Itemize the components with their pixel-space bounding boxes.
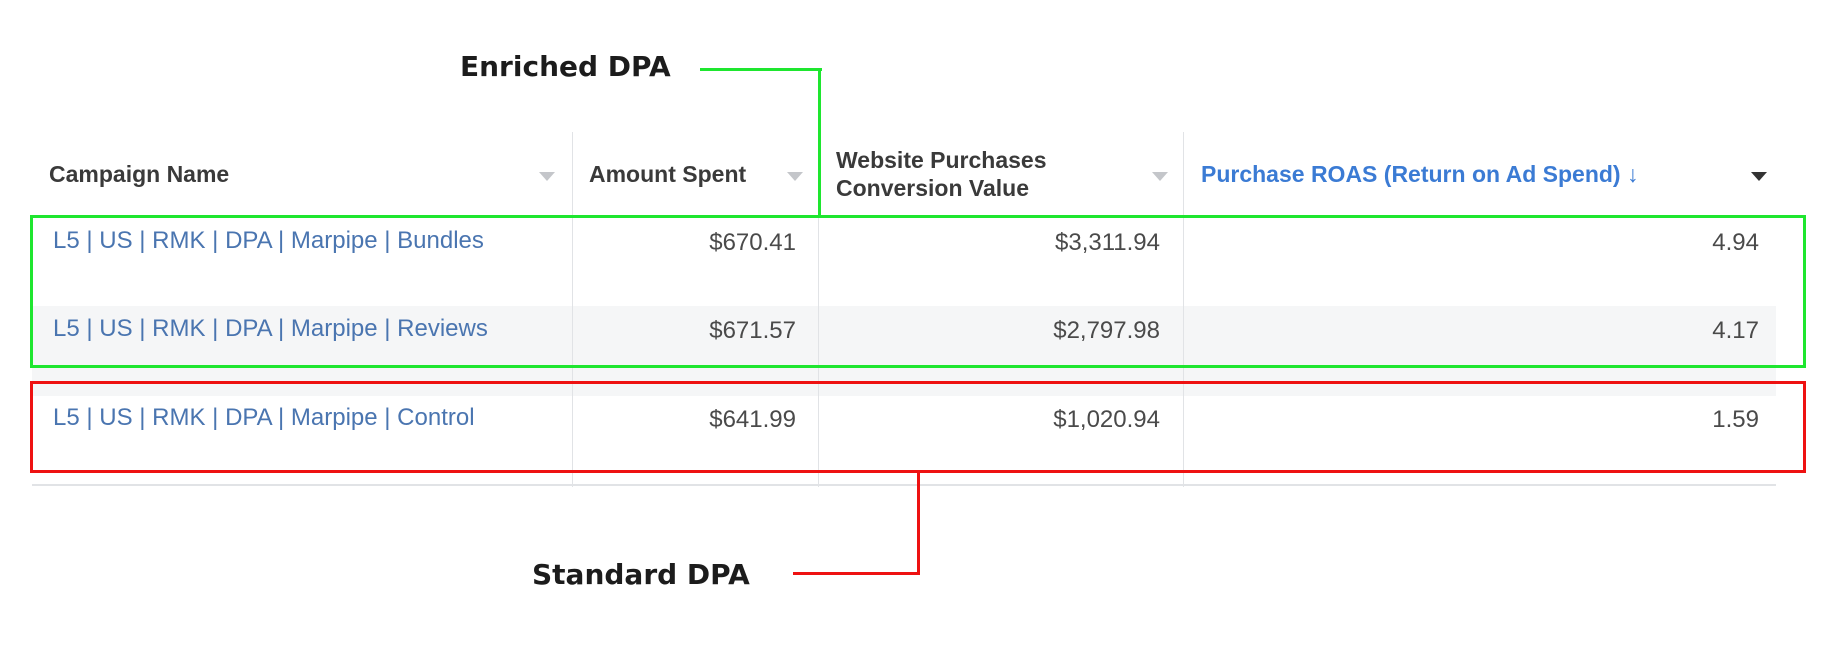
sort-caret-icon[interactable]: [539, 172, 555, 181]
column-header-label: Amount Spent: [589, 161, 747, 187]
table-bottom-border: [32, 484, 1776, 486]
header-line: Conversion Value: [836, 175, 1030, 201]
campaign-link[interactable]: L5 | US | RMK | DPA | Marpipe | Control: [53, 404, 475, 431]
conversion-value: $2,797.98: [1053, 317, 1160, 344]
column-header-conversion-value[interactable]: Website Purchases Conversion Value: [836, 132, 1180, 216]
sort-caret-icon[interactable]: [787, 172, 803, 181]
column-divider: [818, 132, 819, 487]
amount-spent-value: $671.57: [709, 317, 796, 344]
row-background-bundles: [32, 216, 1776, 306]
enriched-dpa-label: Enriched DPA: [460, 50, 671, 83]
column-divider: [1183, 132, 1184, 487]
column-header-amount-spent[interactable]: Amount Spent: [589, 132, 815, 216]
column-divider: [572, 132, 573, 487]
roas-value: 4.17: [1712, 317, 1759, 344]
enriched-connector-horizontal: [700, 68, 822, 71]
column-header-label: Campaign Name: [49, 161, 230, 187]
column-header-label: Purchase ROAS (Return on Ad Spend) ↓: [1201, 161, 1639, 187]
conversion-value: $1,020.94: [1053, 406, 1160, 433]
enriched-connector-vertical: [818, 68, 821, 216]
column-header-roas[interactable]: Purchase ROAS (Return on Ad Spend) ↓: [1201, 132, 1773, 216]
campaign-link[interactable]: L5 | US | RMK | DPA | Marpipe | Bundles: [53, 227, 484, 254]
roas-value: 4.94: [1712, 229, 1759, 256]
amount-spent-value: $670.41: [709, 229, 796, 256]
enriched-dpa-box: [30, 215, 1806, 368]
sort-caret-icon[interactable]: [1751, 172, 1767, 181]
campaign-link[interactable]: L5 | US | RMK | DPA | Marpipe | Reviews: [53, 315, 488, 342]
standard-dpa-box: [30, 381, 1806, 473]
header-line: Website Purchases: [836, 147, 1047, 173]
column-header-label: Website Purchases Conversion Value: [836, 146, 1047, 202]
standard-connector-vertical: [917, 471, 920, 575]
sort-caret-icon[interactable]: [1152, 172, 1168, 181]
column-header-campaign-name[interactable]: Campaign Name: [49, 132, 569, 216]
standard-connector-horizontal: [793, 572, 920, 575]
amount-spent-value: $641.99: [709, 406, 796, 433]
conversion-value: $3,311.94: [1055, 229, 1160, 256]
standard-dpa-label: Standard DPA: [532, 558, 750, 591]
roas-value: 1.59: [1712, 406, 1759, 433]
